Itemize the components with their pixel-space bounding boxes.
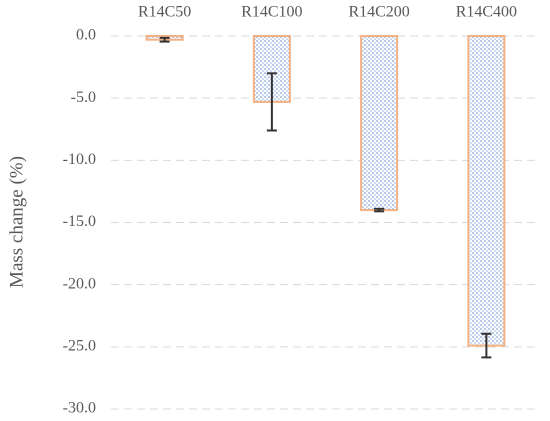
y-tick-label: -15.0 <box>63 213 96 230</box>
y-tick-label: -30.0 <box>63 400 96 417</box>
x-tick-label: R14C400 <box>456 4 517 21</box>
x-tick-label: R14C200 <box>348 4 409 21</box>
x-tick-label: R14C100 <box>241 4 302 21</box>
bar <box>467 35 506 347</box>
y-tick-label: 0.0 <box>76 27 96 44</box>
y-tick-label: -10.0 <box>63 151 96 168</box>
y-tick-label: -5.0 <box>71 89 96 106</box>
y-axis-label: Mass change (%) <box>6 156 27 288</box>
y-tick-label: -25.0 <box>63 338 96 355</box>
x-tick-label: R14C50 <box>138 4 191 21</box>
y-tick-label: -20.0 <box>63 275 96 292</box>
bar <box>360 35 399 212</box>
